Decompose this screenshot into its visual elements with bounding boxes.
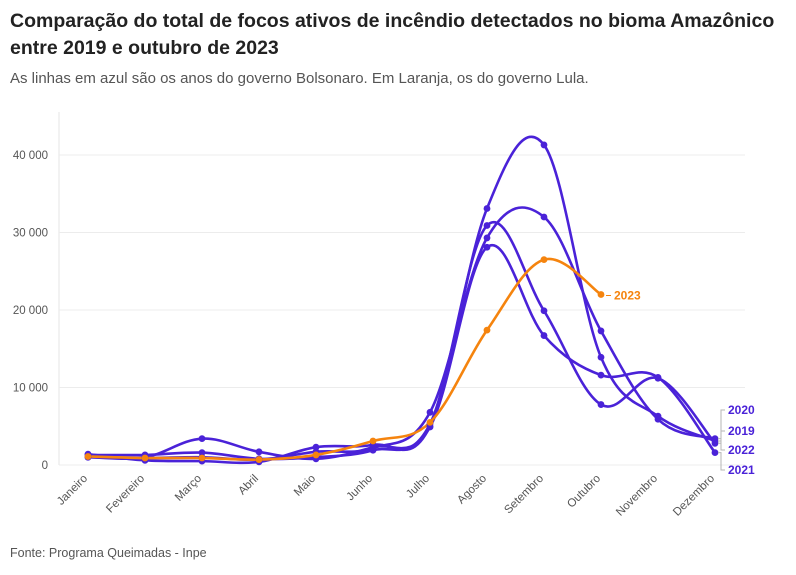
- data-point-2020: [540, 213, 548, 221]
- series-line-2019: [86, 221, 717, 461]
- data-point-2023: [255, 456, 263, 463]
- source-note: Fonte: Programa Queimadas - Inpe: [10, 546, 207, 560]
- data-point-2022: [711, 437, 719, 445]
- data-point-2019: [198, 449, 206, 456]
- x-tick-label: Abril: [236, 473, 261, 498]
- series-line-2021: [86, 243, 717, 461]
- data-point-2021: [654, 374, 662, 381]
- x-tick-label: Fevereiro: [104, 473, 147, 516]
- x-tick-label: Setembro: [502, 473, 546, 517]
- y-tick-label: 40 000: [13, 150, 48, 162]
- data-point-2022: [654, 412, 662, 420]
- y-tick-label: 30 000: [13, 228, 48, 240]
- x-tick-label: Maio: [292, 473, 318, 499]
- data-point-2021: [255, 448, 263, 456]
- label-connector-2022: [718, 440, 725, 451]
- data-point-2023: [84, 453, 92, 460]
- y-tick-label: 0: [42, 460, 48, 472]
- data-point-2022: [312, 443, 320, 451]
- x-tick-label: Outubro: [565, 473, 603, 511]
- chart-subtitle: As linhas em azul são os anos do governo…: [10, 70, 589, 87]
- data-point-2020: [483, 234, 491, 242]
- x-tick-label: Julho: [404, 473, 432, 501]
- series-points: [84, 141, 719, 466]
- data-point-2022: [483, 205, 491, 212]
- data-point-2022: [540, 141, 548, 149]
- x-tick-label: Dezembro: [671, 473, 717, 519]
- data-point-2021: [198, 435, 206, 443]
- data-point-2021: [711, 449, 719, 456]
- series-label-2020: 2020: [728, 403, 755, 417]
- data-point-2023: [426, 418, 434, 426]
- label-connector-2020: [718, 409, 725, 440]
- data-point-2023: [312, 451, 320, 459]
- data-point-2021: [597, 371, 605, 379]
- series-labels: 2019 2020 2021 2022 2023: [606, 289, 755, 477]
- data-point-2019: [540, 307, 548, 315]
- y-tick-label: 20 000: [13, 305, 48, 317]
- data-point-2023: [540, 256, 548, 264]
- data-point-2023: [198, 454, 206, 462]
- chart-title: Comparação do total de focos ativos de i…: [10, 10, 775, 59]
- data-point-2020: [426, 408, 434, 416]
- x-tick-label: Março: [173, 473, 204, 504]
- series-label-2021: 2021: [728, 463, 755, 477]
- series-line-2023: [86, 257, 603, 461]
- x-tick-label: Agosto: [455, 473, 489, 507]
- series-label-2023: 2023: [614, 289, 641, 303]
- series-label-2019: 2019: [728, 424, 755, 438]
- data-point-2023: [597, 291, 605, 298]
- data-point-2021: [483, 243, 491, 251]
- data-point-2019: [597, 401, 605, 408]
- label-connector-2021: [718, 452, 725, 471]
- x-tick-label: Novembro: [614, 473, 660, 519]
- grid-layer: [58, 112, 745, 466]
- data-point-2022: [597, 353, 605, 361]
- data-point-2021: [540, 332, 548, 339]
- data-point-2023: [483, 326, 491, 334]
- y-tick-label: 10 000: [13, 383, 48, 395]
- axis-layer: 0 10 000 20 000 30 000 40 000 Janeiro Fevereir…: [13, 150, 717, 519]
- data-point-2019: [483, 222, 491, 229]
- x-tick-label: Janeiro: [55, 473, 90, 508]
- data-point-2023: [141, 454, 149, 462]
- series-line-2020: [86, 206, 717, 462]
- x-tick-label: Junho: [344, 473, 375, 504]
- series-label-2022: 2022: [728, 443, 755, 457]
- data-point-2023: [369, 437, 377, 445]
- data-point-2020: [597, 327, 605, 335]
